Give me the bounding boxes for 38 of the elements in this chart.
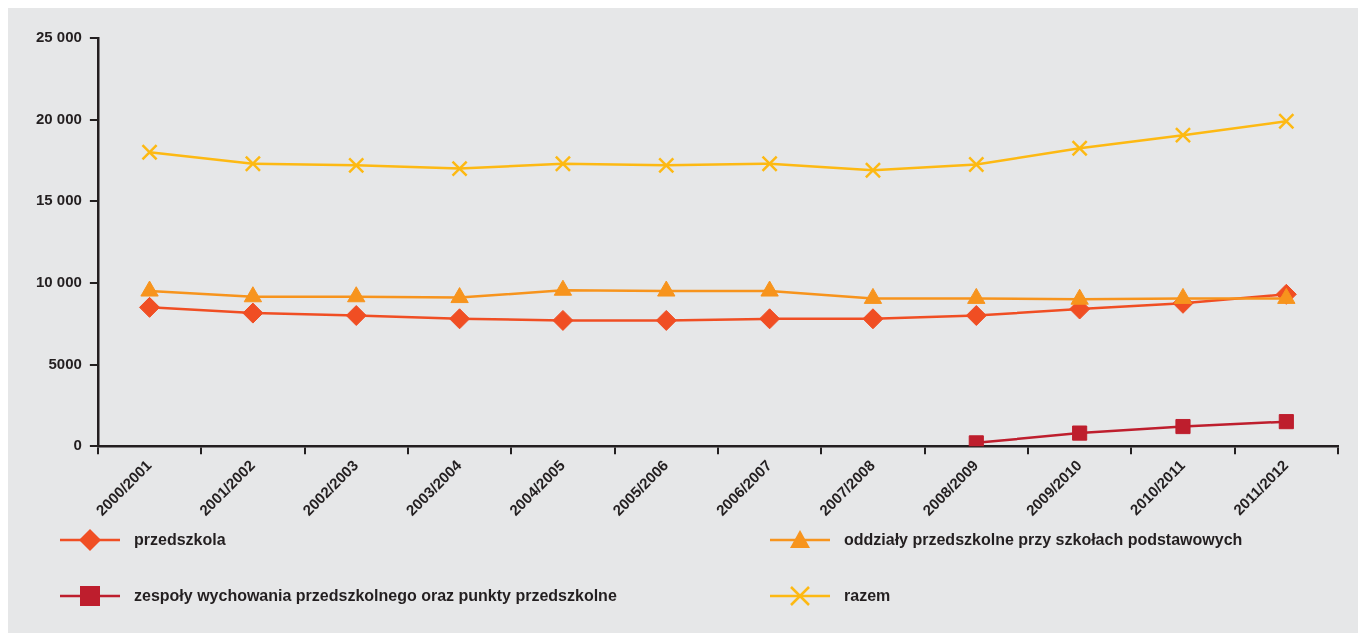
y-tick-label: 15 000 [35,191,82,209]
point [968,435,984,447]
point [1175,418,1191,435]
legend-label: przedszkola [134,531,226,549]
point [1278,414,1294,430]
point [141,143,158,161]
y-tick-label: 25 000 [35,28,82,46]
point [965,305,987,327]
y-tick-label: 10 000 [35,273,82,291]
point [864,161,882,179]
point [347,157,365,174]
point [1174,126,1192,144]
point [552,309,574,331]
point [1072,425,1088,441]
point [450,287,469,304]
point [554,155,572,173]
legend-label: zespoły wychowania przedszkolnego oraz punkty przedszkolne [134,587,617,605]
point [451,160,468,177]
point [244,155,262,173]
point [243,286,263,303]
point [242,302,264,324]
point [139,296,161,318]
point [655,309,677,331]
point [1278,112,1295,130]
point [657,157,675,174]
y-tick-label: 0 [73,436,82,454]
point [761,155,778,173]
point [1071,139,1088,157]
y-tick-label: 5000 [48,354,82,372]
point [759,308,781,330]
point [449,308,471,330]
legend-label: razem [844,587,891,605]
point [345,305,367,327]
legend-label: oddziały przedszkolne przy szkołach podstawowych [844,531,1243,549]
point [967,156,985,173]
y-tick-label: 20 000 [35,109,82,127]
point [347,286,366,303]
point [862,308,884,330]
